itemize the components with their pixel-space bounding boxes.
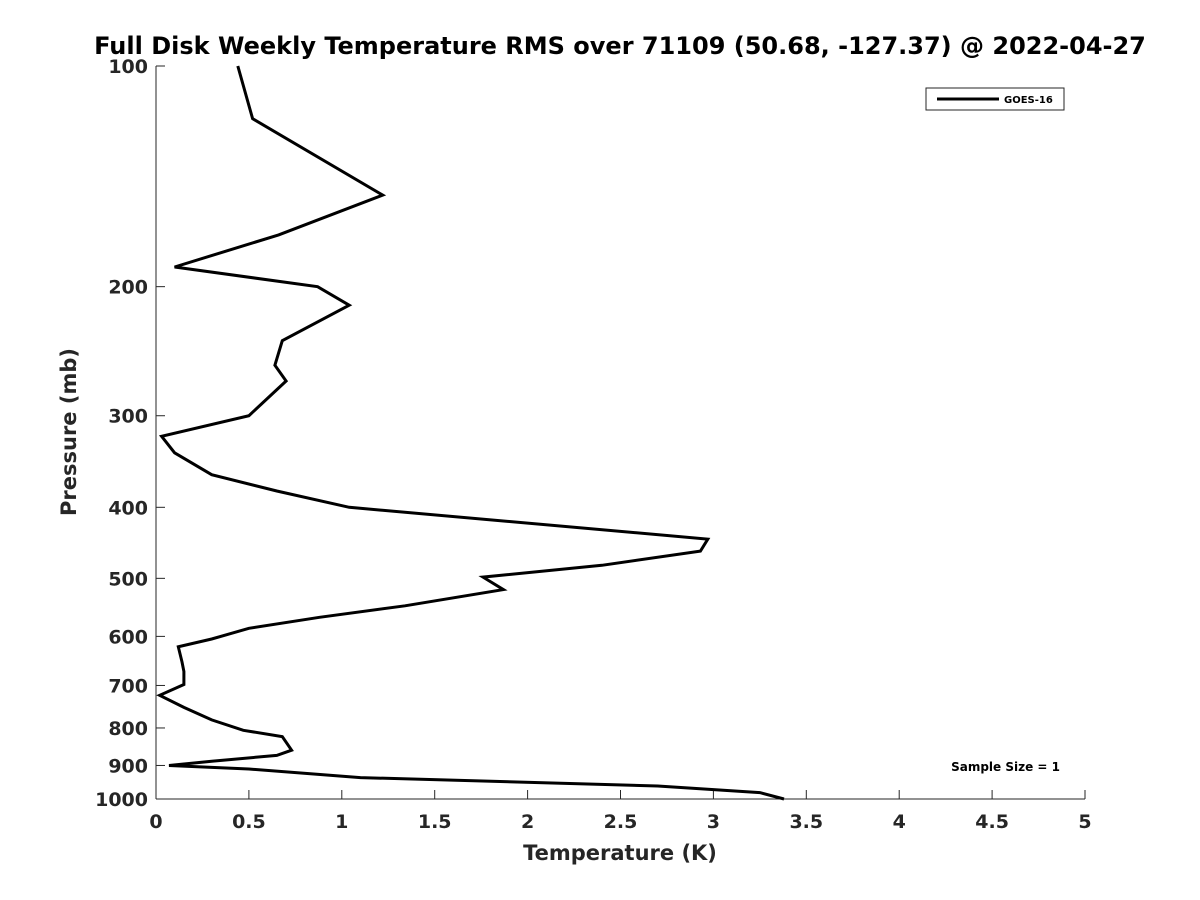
- y-tick-label: 400: [108, 497, 148, 519]
- y-tick-label: 100: [108, 56, 148, 78]
- x-tick-label: 1.5: [418, 811, 452, 833]
- sample-size-annotation: Sample Size = 1: [951, 760, 1060, 774]
- x-tick-label: 3: [707, 811, 720, 833]
- y-tick-label: 1000: [95, 789, 148, 811]
- axes: 0 0.5 1 1.5 2 2.5 3 3.5 4 4.5 5 100 200 300 400 500 600 7…: [95, 56, 1092, 833]
- legend-label: GOES-16: [1004, 95, 1053, 106]
- x-tick-label: 2: [521, 811, 534, 833]
- x-axis-label: Temperature (K): [523, 841, 717, 865]
- y-tick-label: 200: [108, 277, 148, 299]
- x-tick-label: 3.5: [789, 811, 823, 833]
- chart-title: Full Disk Weekly Temperature RMS over 71…: [94, 32, 1146, 60]
- x-tick-label: 4: [893, 811, 906, 833]
- legend: GOES-16: [925, 87, 1065, 111]
- y-axis-label: Pressure (mb): [57, 348, 81, 516]
- x-tick-label: 1: [335, 811, 348, 833]
- x-tick-label: 4.5: [975, 811, 1009, 833]
- y-tick-label: 300: [108, 406, 148, 428]
- x-tick-label: 5: [1078, 811, 1091, 833]
- y-tick-label: 500: [108, 568, 148, 590]
- x-tick-label: 0.5: [232, 811, 266, 833]
- x-tick-label: 0: [149, 811, 162, 833]
- x-tick-label: 2.5: [604, 811, 638, 833]
- y-tick-label: 900: [108, 755, 148, 777]
- y-tick-label: 700: [108, 675, 148, 697]
- y-tick-label: 800: [108, 718, 148, 740]
- series-line-goes-16: [156, 65, 785, 801]
- series-layer: [156, 65, 785, 801]
- y-tick-label: 600: [108, 626, 148, 648]
